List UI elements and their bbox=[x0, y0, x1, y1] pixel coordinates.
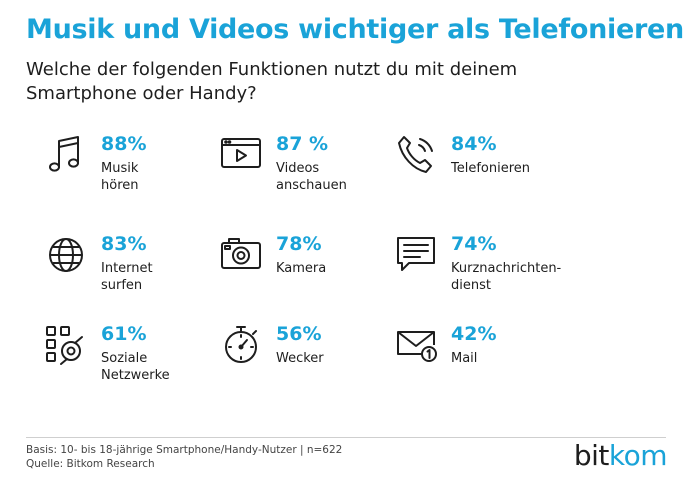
stat-label: Wecker bbox=[276, 351, 324, 366]
camera-icon bbox=[220, 233, 264, 277]
social-network-icon bbox=[45, 323, 89, 367]
stat-value: 78% bbox=[276, 233, 322, 255]
stat-label: Kamera bbox=[276, 261, 327, 276]
footer-notes: Basis: 10- bis 18-jährige Smartphone/Han… bbox=[26, 443, 342, 471]
stat-item-videos: 87 % Videos anschauen bbox=[220, 133, 430, 213]
stat-label: Videos anschauen bbox=[276, 161, 347, 193]
globe-icon bbox=[45, 233, 89, 277]
stat-value: 87 % bbox=[276, 133, 329, 155]
stat-item-kamera: 78% Kamera bbox=[220, 233, 430, 313]
stat-label: Soziale Netzwerke bbox=[101, 351, 170, 383]
stat-item-telefonieren: 84% Telefonieren bbox=[395, 133, 605, 213]
stat-label: Musik hören bbox=[101, 161, 139, 193]
video-player-icon bbox=[220, 133, 264, 177]
stat-value: 61% bbox=[101, 323, 147, 345]
bitkom-logo: bitkom bbox=[573, 439, 668, 472]
stat-value: 74% bbox=[451, 233, 497, 255]
stat-label: Kurznachrichten-dienst bbox=[451, 261, 562, 293]
stat-label: Internet surfen bbox=[101, 261, 153, 293]
footer-divider bbox=[26, 437, 666, 438]
mail-icon bbox=[395, 323, 439, 367]
stat-item-wecker: 56% Wecker bbox=[220, 323, 430, 403]
stat-value: 88% bbox=[101, 133, 147, 155]
footer-source: Quelle: Bitkom Research bbox=[26, 458, 155, 470]
stopwatch-icon bbox=[220, 323, 264, 367]
stat-value: 83% bbox=[101, 233, 147, 255]
chat-bubble-icon bbox=[395, 233, 439, 277]
music-note-icon bbox=[45, 133, 89, 177]
stat-value: 84% bbox=[451, 133, 497, 155]
page-title: Musik und Videos wichtiger als Telefonie… bbox=[26, 14, 684, 45]
stat-item-kurznachrichten: 74% Kurznachrichten-dienst bbox=[395, 233, 605, 313]
stat-item-musik: 88% Musik hören bbox=[45, 133, 255, 213]
phone-icon bbox=[395, 133, 439, 177]
page-subtitle: Welche der folgenden Funktionen nutzt du… bbox=[26, 59, 518, 104]
stat-value: 42% bbox=[451, 323, 497, 345]
stat-item-mail: 42% Mail bbox=[395, 323, 605, 403]
stat-item-internet: 83% Internet surfen bbox=[45, 233, 255, 313]
stat-value: 56% bbox=[276, 323, 322, 345]
footer-basis: Basis: 10- bis 18-jährige Smartphone/Han… bbox=[26, 444, 343, 456]
stat-label: Mail bbox=[451, 351, 478, 366]
stat-label: Telefonieren bbox=[451, 161, 531, 176]
stat-item-soziale-netzwerke: 61% Soziale Netzwerke bbox=[45, 323, 255, 403]
